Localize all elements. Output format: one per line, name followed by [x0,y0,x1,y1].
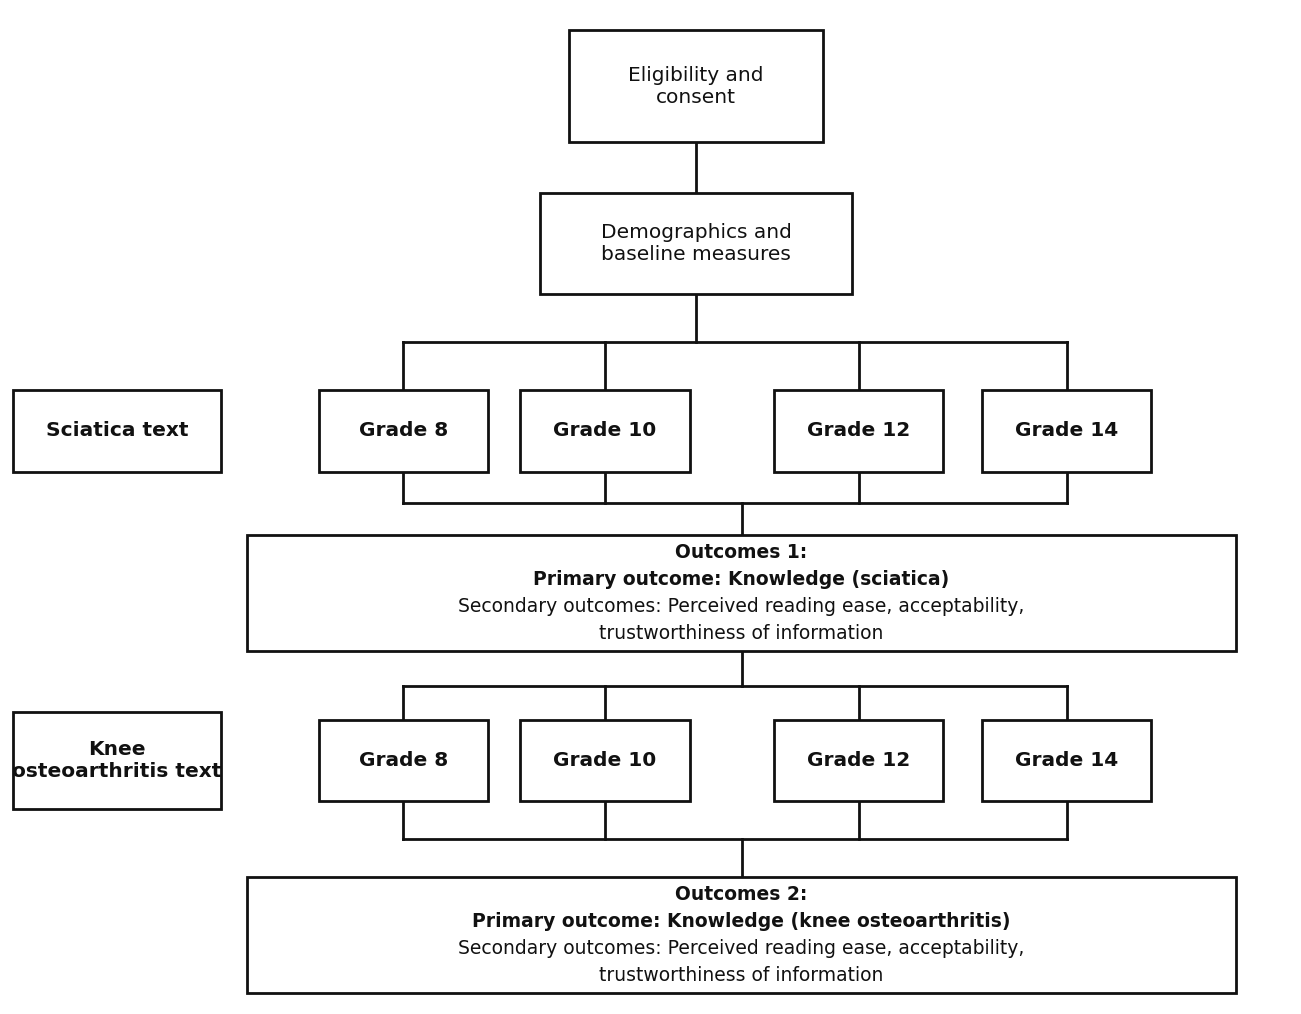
Text: Primary outcome: Knowledge (knee osteoarthritis): Primary outcome: Knowledge (knee osteoar… [472,912,1011,931]
Text: Sciatica text: Sciatica text [46,422,189,440]
Text: Grade 10: Grade 10 [553,751,657,770]
FancyBboxPatch shape [774,720,943,801]
Text: Outcomes 1:: Outcomes 1: [675,544,808,562]
Text: trustworthiness of information: trustworthiness of information [600,966,883,985]
Text: Secondary outcomes: Perceived reading ease, acceptability,: Secondary outcomes: Perceived reading ea… [458,939,1025,958]
FancyBboxPatch shape [247,535,1236,651]
FancyBboxPatch shape [570,30,824,142]
FancyBboxPatch shape [319,390,488,472]
Text: Grade 8: Grade 8 [359,751,448,770]
Text: Grade 14: Grade 14 [1015,422,1119,440]
Text: Eligibility and
consent: Eligibility and consent [628,66,764,106]
Text: trustworthiness of information: trustworthiness of information [600,625,883,643]
Text: Primary outcome: Knowledge (sciatica): Primary outcome: Knowledge (sciatica) [533,570,950,589]
Text: Grade 8: Grade 8 [359,422,448,440]
FancyBboxPatch shape [520,720,690,801]
FancyBboxPatch shape [319,720,488,801]
FancyBboxPatch shape [13,712,221,809]
Text: Grade 12: Grade 12 [807,751,911,770]
FancyBboxPatch shape [540,193,852,294]
Text: Demographics and
baseline measures: Demographics and baseline measures [601,223,791,264]
FancyBboxPatch shape [13,390,221,472]
Text: Grade 14: Grade 14 [1015,751,1119,770]
Text: Grade 10: Grade 10 [553,422,657,440]
Text: Secondary outcomes: Perceived reading ease, acceptability,: Secondary outcomes: Perceived reading ea… [458,597,1025,617]
FancyBboxPatch shape [774,390,943,472]
FancyBboxPatch shape [982,390,1151,472]
FancyBboxPatch shape [520,390,690,472]
Text: Outcomes 2:: Outcomes 2: [675,885,808,903]
Text: Knee
osteoarthritis text: Knee osteoarthritis text [13,740,221,781]
FancyBboxPatch shape [982,720,1151,801]
Text: Grade 12: Grade 12 [807,422,911,440]
FancyBboxPatch shape [247,876,1236,994]
